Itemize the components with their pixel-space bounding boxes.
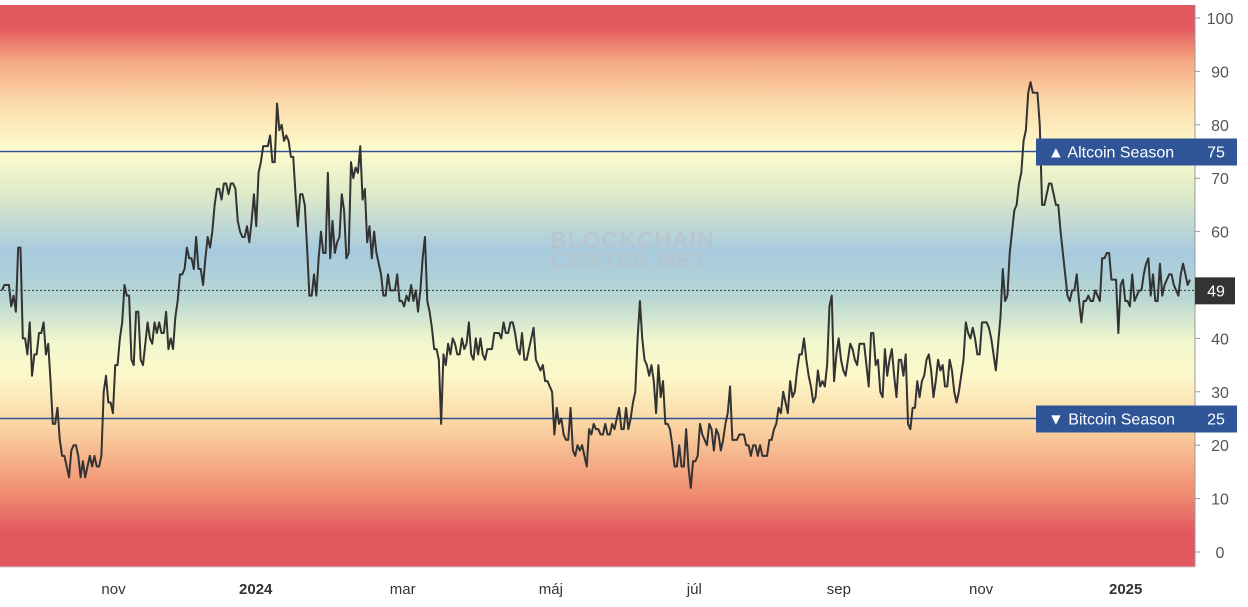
threshold-badge-label: ▲ Altcoin Season xyxy=(1048,145,1174,162)
threshold-badge-value: 75 xyxy=(1207,145,1225,162)
x-tick-label: nov xyxy=(969,581,994,598)
watermark-line-1: BLOCKCHAIN xyxy=(550,227,715,253)
x-tick-label: sep xyxy=(827,581,851,598)
x-tick-label: 2025 xyxy=(1109,581,1142,598)
y-tick-label: 70 xyxy=(1211,171,1229,188)
x-tick-label: nov xyxy=(101,581,126,598)
y-tick-label: 80 xyxy=(1211,118,1229,135)
x-tick-label: júl xyxy=(686,581,702,598)
x-tick-label: máj xyxy=(539,581,563,598)
series-line xyxy=(1,81,1191,489)
y-tick-label: 90 xyxy=(1211,64,1229,81)
threshold-lines xyxy=(0,150,1195,420)
watermark: BLOCKCHAIN CENTER.NET xyxy=(550,227,715,273)
plot-background xyxy=(0,5,1195,567)
current-value-label: 49 xyxy=(1207,283,1225,300)
threshold-badge-label: ▼ Bitcoin Season xyxy=(1048,412,1175,429)
y-tick-label: 30 xyxy=(1211,385,1229,402)
y-tick-label: 20 xyxy=(1211,438,1229,455)
current-value-badge: 49 xyxy=(1195,277,1235,305)
threshold-badge-bg xyxy=(1036,138,1237,166)
x-tick-label: mar xyxy=(390,581,416,598)
y-tick-label: 40 xyxy=(1211,331,1229,348)
threshold-badge-value: 25 xyxy=(1207,412,1225,429)
threshold-badges: ▲ Altcoin Season 75 ▼ Bitcoin Season 25 xyxy=(1036,138,1237,433)
threshold-badge-bg xyxy=(1036,405,1237,433)
y-tick-label: 60 xyxy=(1211,225,1229,242)
current-value-badge-bg xyxy=(1195,277,1235,305)
x-axis-ticks: nov 2024 mar máj júl sep nov 2025 xyxy=(101,581,1142,598)
y-tick-label: 10 xyxy=(1211,492,1229,509)
y-tick-label: 100 xyxy=(1207,11,1234,28)
x-tick-label: 2024 xyxy=(239,581,273,598)
y-tick-label: 0 xyxy=(1216,545,1225,562)
watermark-line-2: CENTER.NET xyxy=(550,247,707,273)
